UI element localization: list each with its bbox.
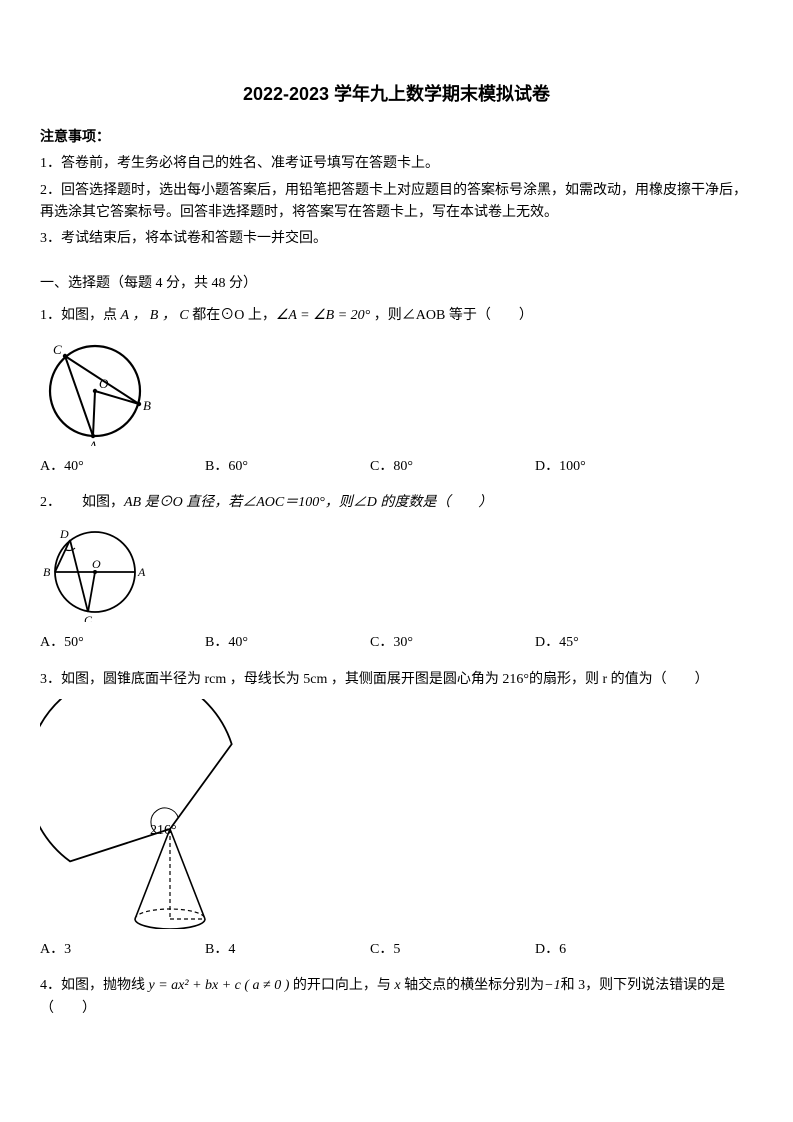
q2-text: 2． 如图，AB 是⊙O 直径，若∠AOC＝100°，则∠D 的度数是（ ） bbox=[40, 492, 753, 514]
q1-options: A．40° B．60° C．80° D．100° bbox=[40, 456, 753, 478]
q1-opt-b: B．60° bbox=[205, 456, 370, 478]
q2-opt-c: C．30° bbox=[370, 632, 535, 654]
q2-mid: AB 是⊙O 直径，若∠AOC＝100°，则∠D 的度数是（ ） bbox=[124, 495, 492, 510]
q2-opt-a: A．50° bbox=[40, 632, 205, 654]
q1-points: A ， B ， C bbox=[121, 308, 193, 323]
q3-opt-b: B．4 bbox=[205, 939, 370, 961]
q4-formula: y = ax² + bx + c ( a ≠ 0 ) bbox=[149, 978, 290, 993]
svg-text:A: A bbox=[137, 565, 146, 579]
q4-neg1: −1 bbox=[544, 978, 560, 993]
q2-figure: O A B C D bbox=[40, 522, 753, 622]
section-1-header: 一、选择题（每题 4 分，共 48 分） bbox=[40, 273, 753, 295]
q1-opt-c: C．80° bbox=[370, 456, 535, 478]
q1-angle-expr: ∠A = ∠B = 20° bbox=[276, 308, 370, 323]
q3-options: A．3 B．4 C．5 D．6 bbox=[40, 939, 753, 961]
q1-figure: O C B A bbox=[40, 336, 753, 446]
q2-options: A．50° B．40° C．30° D．45° bbox=[40, 632, 753, 654]
q4-mid2: 轴交点的横坐标分别为 bbox=[401, 978, 545, 993]
q3-opt-c: C．5 bbox=[370, 939, 535, 961]
question-4: 4．如图，抛物线 y = ax² + bx + c ( a ≠ 0 ) 的开口向… bbox=[40, 975, 753, 1020]
notes-header: 注意事项： bbox=[40, 127, 753, 149]
q1-opt-d: D．100° bbox=[535, 456, 700, 478]
note-2: 2．回答选择题时，选出每小题答案后，用铅笔把答题卡上对应题目的答案标号涂黑，如需… bbox=[40, 180, 753, 225]
q1-pre: 1．如图，点 bbox=[40, 308, 121, 323]
q3-text: 3．如图，圆锥底面半径为 rcm ，母线长为 5cm ，其侧面展开图是圆心角为 … bbox=[40, 669, 753, 691]
question-3: 3．如图，圆锥底面半径为 rcm ，母线长为 5cm ，其侧面展开图是圆心角为 … bbox=[40, 669, 753, 962]
svg-text:O: O bbox=[99, 376, 109, 391]
page-title: 2022-2023 学年九上数学期末模拟试卷 bbox=[40, 80, 753, 109]
q1-post: ，则∠AOB 等于（ ） bbox=[370, 308, 533, 323]
q4-mid: 的开口向上，与 bbox=[289, 978, 394, 993]
q1-text: 1．如图，点 A ， B ， C 都在⊙O 上，∠A = ∠B = 20° ，则… bbox=[40, 305, 753, 327]
svg-text:A: A bbox=[88, 438, 97, 446]
svg-text:C: C bbox=[53, 342, 62, 357]
q2-opt-d: D．45° bbox=[535, 632, 700, 654]
question-1: 1．如图，点 A ， B ， C 都在⊙O 上，∠A = ∠B = 20° ，则… bbox=[40, 305, 753, 478]
q3-opt-d: D．6 bbox=[535, 939, 700, 961]
note-1: 1．答卷前，考生务必将自己的姓名、准考证号填写在答题卡上。 bbox=[40, 153, 753, 175]
q1-opt-a: A．40° bbox=[40, 456, 205, 478]
svg-text:B: B bbox=[43, 565, 51, 579]
q3-opt-a: A．3 bbox=[40, 939, 205, 961]
q1-mid2: 都在⊙O 上， bbox=[192, 308, 276, 323]
q3-figure: 216° bbox=[40, 699, 753, 929]
question-2: 2． 如图，AB 是⊙O 直径，若∠AOC＝100°，则∠D 的度数是（ ） O… bbox=[40, 492, 753, 655]
q2-opt-b: B．40° bbox=[205, 632, 370, 654]
q2-pre: 2． 如图， bbox=[40, 495, 124, 510]
svg-text:D: D bbox=[59, 527, 69, 541]
q4-pre: 4．如图，抛物线 bbox=[40, 978, 149, 993]
q4-text: 4．如图，抛物线 y = ax² + bx + c ( a ≠ 0 ) 的开口向… bbox=[40, 975, 753, 1020]
svg-text:C: C bbox=[84, 613, 93, 622]
svg-text:O: O bbox=[92, 557, 101, 571]
svg-text:B: B bbox=[143, 398, 151, 413]
note-3: 3．考试结束后，将本试卷和答题卡一并交回。 bbox=[40, 228, 753, 250]
